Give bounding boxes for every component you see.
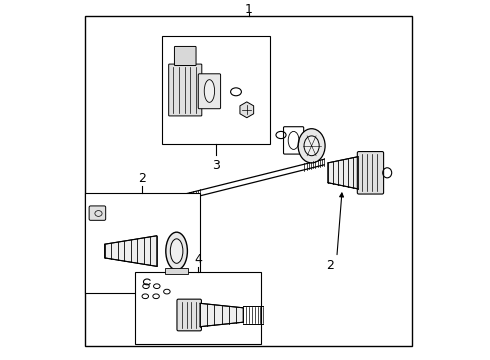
Text: 3: 3 <box>212 159 220 172</box>
FancyBboxPatch shape <box>169 64 202 116</box>
Ellipse shape <box>171 239 183 263</box>
FancyBboxPatch shape <box>174 46 196 66</box>
Polygon shape <box>328 157 358 189</box>
Bar <box>85 193 200 293</box>
Text: 4: 4 <box>194 253 202 266</box>
FancyBboxPatch shape <box>198 74 220 109</box>
Polygon shape <box>200 303 243 327</box>
Ellipse shape <box>298 129 325 163</box>
FancyBboxPatch shape <box>357 152 384 194</box>
Text: 1: 1 <box>245 3 252 15</box>
FancyBboxPatch shape <box>89 206 106 220</box>
Polygon shape <box>104 236 157 266</box>
Text: 2: 2 <box>326 259 334 272</box>
Ellipse shape <box>304 136 319 156</box>
Text: 2: 2 <box>139 172 147 185</box>
Ellipse shape <box>204 80 215 102</box>
Bar <box>135 272 261 344</box>
FancyBboxPatch shape <box>177 299 201 331</box>
FancyBboxPatch shape <box>165 268 188 274</box>
Ellipse shape <box>166 232 187 270</box>
Bar <box>162 36 270 144</box>
